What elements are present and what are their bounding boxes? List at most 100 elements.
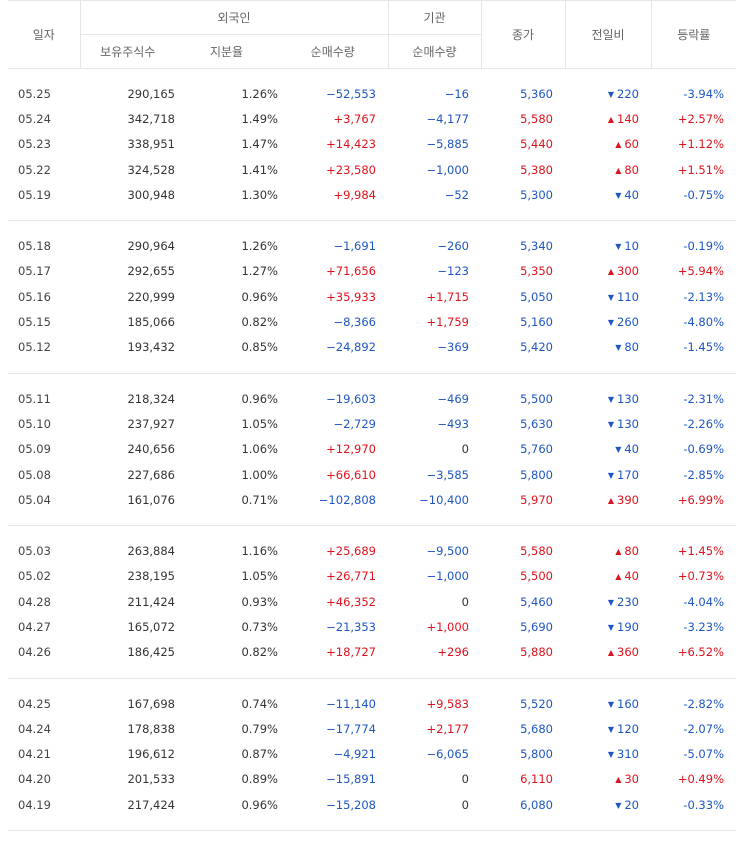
table-row: 05.24 342,718 1.49% +3,767 −4,177 5,580 ▲ 140 +2…	[8, 106, 736, 131]
triangle-up-icon: ▲	[607, 495, 615, 505]
table-row: 05.17 292,655 1.27% +71,656 −123 5,350 ▲ 300 +5.…	[8, 259, 736, 284]
rate-cell: +0.73%	[677, 569, 724, 584]
foreign-net-cell: +14,423	[326, 137, 376, 152]
foreign-net-cell: +23,580	[326, 162, 376, 177]
rate-cell: -3.23%	[683, 619, 724, 634]
table-row: 05.19 300,948 1.30% +9,984 −52 5,300 ▼ 40 -0.75%	[8, 182, 736, 207]
date-cell: 04.20	[18, 772, 51, 787]
holdings-cell: 201,533	[127, 772, 175, 787]
rate-cell: +2.57%	[677, 111, 724, 126]
change-cell: ▼ 160	[565, 691, 651, 716]
change-cell: ▲ 300	[565, 259, 651, 284]
foreign-net-cell: −52,553	[326, 86, 376, 101]
ratio-cell: 0.93%	[241, 594, 278, 609]
triangle-up-icon: ▲	[607, 114, 615, 124]
rate-cell: -0.19%	[683, 239, 724, 254]
change-cell: ▼ 220	[565, 81, 651, 106]
change-cell: ▲ 30	[565, 767, 651, 792]
foreign-net-cell: +3,767	[333, 111, 376, 126]
foreign-net-cell: −11,140	[326, 696, 376, 711]
table-row: 04.28 211,424 0.93% +46,352 0 5,460 ▼ 230 -4.04%	[8, 589, 736, 614]
change-value: 220	[617, 86, 639, 101]
date-cell: 04.21	[18, 747, 51, 762]
change-cell: ▼ 170	[565, 462, 651, 487]
change-cell: ▼ 120	[565, 716, 651, 741]
group-spacer	[8, 360, 736, 373]
table-row: 05.08 227,686 1.00% +66,610 −3,585 5,800 ▼ 170 -…	[8, 462, 736, 487]
header-change: 전일비	[564, 0, 651, 69]
rate-cell: -3.94%	[683, 86, 724, 101]
close-cell: 5,300	[520, 187, 553, 202]
foreign-net-cell: +35,933	[326, 289, 376, 304]
close-cell: 5,690	[520, 619, 553, 634]
table-row: 04.20 201,533 0.89% −15,891 0 6,110 ▲ 30 +0.49%	[8, 767, 736, 792]
foreign-net-cell: +25,689	[326, 544, 376, 559]
group-spacer	[8, 678, 736, 691]
ratio-cell: 0.85%	[241, 340, 278, 355]
close-cell: 5,800	[520, 747, 553, 762]
rate-cell: +1.45%	[677, 544, 724, 559]
change-value: 230	[617, 594, 639, 609]
date-cell: 05.15	[18, 315, 51, 330]
group-spacer	[8, 526, 736, 539]
foreign-net-cell: −15,891	[326, 772, 376, 787]
inst-net-cell: 0	[461, 442, 469, 457]
triangle-up-icon: ▲	[607, 267, 615, 277]
inst-net-cell: −52	[444, 187, 469, 202]
date-cell: 05.22	[18, 162, 51, 177]
group-divider	[8, 677, 736, 679]
triangle-down-icon: ▼	[607, 419, 615, 429]
close-cell: 5,440	[520, 137, 553, 152]
change-cell: ▼ 190	[565, 614, 651, 639]
change-value: 40	[624, 569, 639, 584]
inst-net-cell: +1,715	[426, 289, 469, 304]
triangle-down-icon: ▼	[615, 190, 622, 200]
header-foreign-net: 순매수량	[278, 34, 388, 69]
holdings-cell: 186,425	[127, 645, 175, 660]
triangle-up-icon: ▲	[615, 547, 622, 557]
foreign-net-cell: +26,771	[326, 569, 376, 584]
holdings-cell: 238,195	[127, 569, 175, 584]
ratio-cell: 0.73%	[241, 619, 278, 634]
table-row: 05.12 193,432 0.85% −24,892 −369 5,420 ▼ 80 -1.4…	[8, 335, 736, 360]
rate-cell: -2.85%	[683, 467, 724, 482]
foreign-institution-trading-table: 일자 외국인 기관 종가 전일비 등락률 보유주식수 지분율 순매수량 순매수량…	[8, 0, 736, 832]
triangle-down-icon: ▼	[607, 318, 615, 328]
rate-cell: -2.82%	[683, 696, 724, 711]
table-row: 04.24 178,838 0.79% −17,774 +2,177 5,680 ▼ 120 -…	[8, 716, 736, 741]
holdings-cell: 218,324	[127, 391, 175, 406]
group-divider	[8, 525, 736, 527]
date-cell: 05.23	[18, 137, 51, 152]
ratio-cell: 0.82%	[241, 645, 278, 660]
inst-net-cell: −4,177	[426, 111, 469, 126]
close-cell: 5,380	[520, 162, 553, 177]
group-spacer	[8, 207, 736, 220]
ratio-cell: 1.06%	[241, 442, 278, 457]
close-cell: 5,580	[520, 544, 553, 559]
foreign-net-cell: −17,774	[326, 721, 376, 736]
triangle-down-icon: ▼	[615, 445, 622, 455]
rate-cell: +1.12%	[677, 137, 724, 152]
holdings-cell: 263,884	[127, 544, 175, 559]
change-cell: ▼ 80	[565, 335, 651, 360]
triangle-down-icon: ▼	[615, 800, 622, 810]
close-cell: 5,520	[520, 696, 553, 711]
ratio-cell: 1.16%	[241, 544, 278, 559]
date-cell: 05.24	[18, 111, 51, 126]
change-value: 300	[617, 264, 639, 279]
ratio-cell: 0.89%	[241, 772, 278, 787]
table-row: 04.26 186,425 0.82% +18,727 +296 5,880 ▲ 360 +6.…	[8, 640, 736, 665]
rate-cell: -2.26%	[683, 416, 724, 431]
inst-net-cell: +1,000	[426, 619, 469, 634]
foreign-net-cell: −8,366	[333, 315, 376, 330]
rate-cell: -0.69%	[683, 442, 724, 457]
change-cell: ▼ 310	[565, 742, 651, 767]
triangle-down-icon: ▼	[607, 89, 615, 99]
date-cell: 04.24	[18, 721, 51, 736]
table-row: 04.19 217,424 0.96% −15,208 0 6,080 ▼ 20 -0.33%	[8, 792, 736, 817]
date-cell: 05.11	[18, 391, 51, 406]
triangle-down-icon: ▼	[607, 292, 615, 302]
foreign-net-cell: +12,970	[326, 442, 376, 457]
date-cell: 05.02	[18, 569, 51, 584]
holdings-cell: 217,424	[127, 797, 175, 812]
